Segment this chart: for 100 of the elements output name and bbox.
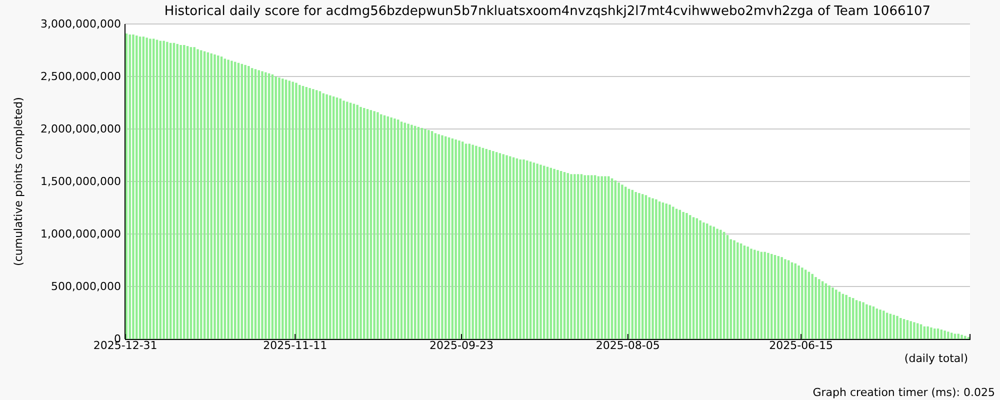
bar bbox=[448, 137, 450, 339]
bar bbox=[902, 319, 906, 339]
bar bbox=[818, 279, 820, 339]
bar bbox=[146, 38, 148, 339]
bar bbox=[172, 42, 176, 339]
bar bbox=[522, 159, 525, 339]
bar bbox=[482, 148, 484, 339]
bar bbox=[832, 288, 834, 339]
bar bbox=[312, 89, 314, 339]
bar bbox=[550, 168, 552, 339]
bar bbox=[380, 114, 382, 339]
bar bbox=[516, 158, 518, 339]
bar bbox=[906, 320, 909, 339]
bar bbox=[444, 136, 447, 339]
bar bbox=[584, 175, 586, 339]
bar bbox=[882, 310, 885, 339]
bar bbox=[536, 164, 538, 339]
bar bbox=[186, 46, 189, 339]
bar bbox=[424, 129, 426, 339]
bar bbox=[315, 90, 318, 339]
bar bbox=[292, 82, 294, 339]
bar bbox=[224, 58, 226, 339]
bar bbox=[716, 228, 718, 339]
bar bbox=[336, 98, 338, 339]
bar bbox=[814, 277, 817, 339]
bar bbox=[563, 172, 566, 339]
bar bbox=[936, 328, 940, 339]
bar bbox=[736, 242, 739, 339]
bar bbox=[838, 292, 841, 339]
bar bbox=[519, 159, 522, 339]
bar bbox=[842, 294, 844, 339]
bar bbox=[526, 160, 528, 339]
bar bbox=[686, 213, 688, 339]
bar bbox=[400, 122, 403, 339]
bar bbox=[125, 33, 128, 339]
bar bbox=[220, 56, 223, 339]
bar bbox=[644, 195, 648, 339]
bar bbox=[665, 204, 668, 339]
bar bbox=[128, 34, 131, 339]
bar bbox=[862, 302, 864, 339]
bar bbox=[326, 94, 328, 339]
x-tick-label: 2025-11-11 bbox=[263, 339, 328, 352]
bar bbox=[835, 290, 838, 339]
bar bbox=[624, 186, 627, 339]
bar bbox=[462, 142, 464, 339]
bar bbox=[760, 252, 763, 339]
bar bbox=[417, 126, 420, 339]
bar bbox=[740, 243, 742, 339]
bar bbox=[244, 64, 246, 339]
bar bbox=[754, 250, 756, 339]
bar bbox=[176, 44, 178, 339]
bar bbox=[414, 126, 416, 339]
bar bbox=[485, 148, 488, 339]
bar bbox=[468, 144, 471, 339]
bar bbox=[594, 175, 596, 339]
bar bbox=[339, 98, 342, 339]
bar bbox=[566, 173, 569, 339]
bar bbox=[288, 80, 291, 339]
bar bbox=[750, 248, 752, 339]
y-tick-label: 1,000,000,000 bbox=[40, 228, 121, 241]
bar bbox=[913, 322, 916, 339]
bar bbox=[407, 124, 410, 339]
bar bbox=[658, 201, 661, 339]
bar bbox=[322, 93, 324, 339]
bar bbox=[808, 272, 810, 339]
bar bbox=[730, 239, 732, 339]
bar bbox=[848, 297, 851, 339]
bar bbox=[370, 110, 372, 339]
bar bbox=[410, 124, 413, 339]
bar bbox=[543, 166, 546, 339]
bar bbox=[787, 260, 790, 339]
bar bbox=[200, 50, 202, 339]
bar bbox=[801, 268, 804, 339]
bar bbox=[159, 40, 162, 339]
bar bbox=[509, 156, 512, 339]
bar bbox=[248, 66, 250, 339]
bar bbox=[668, 204, 671, 339]
bar bbox=[342, 100, 345, 339]
bar bbox=[930, 327, 932, 339]
bar bbox=[845, 294, 848, 339]
bar bbox=[610, 178, 614, 339]
bar bbox=[682, 212, 684, 339]
bar bbox=[430, 131, 434, 339]
bar bbox=[458, 140, 460, 339]
bar bbox=[478, 146, 481, 339]
bar bbox=[268, 73, 270, 339]
bar bbox=[726, 235, 729, 339]
bar bbox=[722, 232, 726, 339]
bar bbox=[876, 308, 878, 339]
bar bbox=[390, 117, 392, 339]
bar bbox=[318, 91, 322, 339]
bar bbox=[227, 60, 230, 339]
bar bbox=[250, 68, 254, 339]
bar bbox=[696, 218, 698, 339]
y-tick-label: 1,500,000,000 bbox=[40, 175, 121, 188]
bar bbox=[261, 71, 264, 339]
bar bbox=[923, 326, 926, 339]
bar bbox=[240, 64, 243, 339]
bar bbox=[597, 176, 600, 339]
bar bbox=[149, 38, 152, 339]
